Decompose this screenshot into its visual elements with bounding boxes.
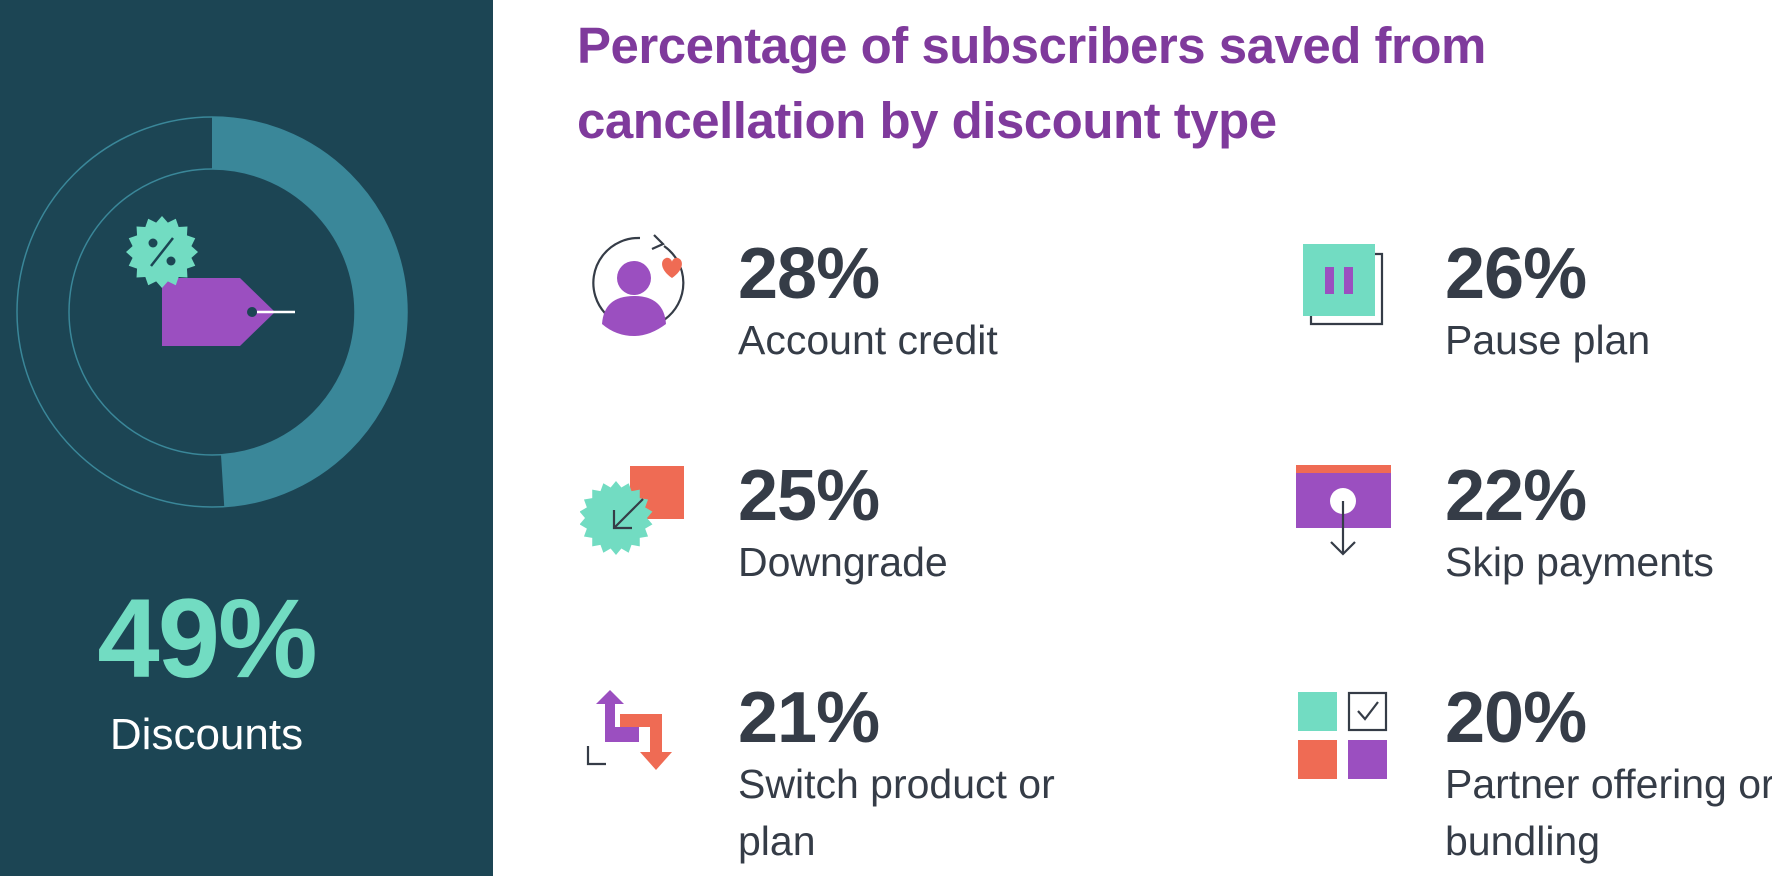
chart-title: Percentage of subscribers saved from can… — [577, 17, 1486, 149]
stat-value: 26% — [1445, 234, 1587, 314]
stat-value: 25% — [738, 456, 880, 536]
discounts-label: Discounts — [109, 710, 304, 759]
stat-label: Skip payments — [1445, 539, 1714, 585]
stat-value: 22% — [1445, 456, 1587, 536]
stat-label: Downgrade — [738, 539, 948, 585]
stat-value: 21% — [738, 678, 880, 758]
discounts-percent: 49% — [97, 576, 317, 701]
highlight-panel: 49% Discounts — [0, 0, 493, 876]
discount-tag-icon — [126, 216, 295, 346]
pause-plan-icon — [1303, 244, 1384, 326]
account-credit-icon — [592, 234, 685, 336]
discounts-donut-chart — [16, 116, 408, 508]
stat-label: Account credit — [738, 317, 998, 363]
stat-value: 20% — [1445, 678, 1587, 758]
stat-label: Partner offering or bundling — [1445, 761, 1772, 864]
skip-payments-icon — [1296, 465, 1391, 556]
stat-value: 28% — [738, 234, 880, 314]
donut-arc-discounts — [212, 116, 408, 507]
partner-offering-icon — [1298, 691, 1388, 779]
stat-label: Switch product or plan — [738, 761, 1055, 864]
switch-product-icon — [586, 690, 672, 770]
downgrade-icon — [580, 466, 684, 555]
stat-label: Pause plan — [1445, 317, 1651, 363]
